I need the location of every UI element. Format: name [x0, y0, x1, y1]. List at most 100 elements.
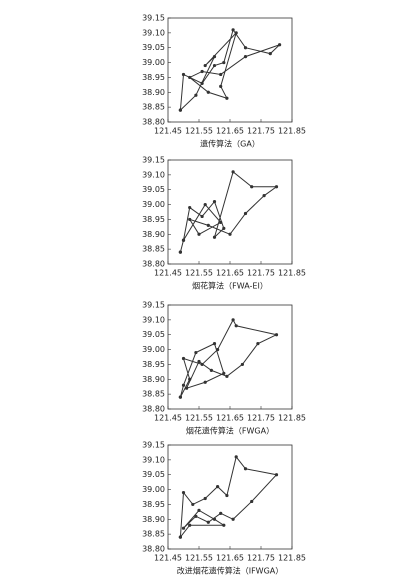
route-point	[200, 362, 204, 367]
y-tick-label: 38.80	[142, 545, 165, 554]
y-tick-label: 39.15	[142, 441, 165, 450]
y-tick-label: 38.80	[142, 405, 165, 414]
route-point	[188, 75, 192, 80]
y-tick-label: 38.95	[142, 360, 165, 369]
y-tick-label: 39.05	[142, 43, 165, 52]
route-point	[243, 211, 248, 216]
route-point	[212, 517, 217, 521]
y-tick-label: 39.15	[142, 14, 165, 23]
x-tick-label: 121.75	[247, 554, 275, 563]
route-point	[197, 359, 201, 364]
route-line	[179, 455, 278, 538]
route-point	[228, 232, 232, 236]
route-line	[179, 28, 280, 111]
route-point	[188, 217, 192, 222]
y-tick-label: 38.95	[142, 73, 165, 82]
route-point	[178, 108, 182, 112]
route-point	[181, 72, 186, 77]
route-point	[225, 96, 229, 100]
route-point	[216, 347, 220, 352]
y-tick-label: 38.90	[142, 515, 165, 524]
x-axis-label: 改进烟花遗传算法（IFWGA）	[177, 566, 284, 576]
y-tick-label: 39.05	[142, 330, 165, 339]
y-tick-label: 39.00	[142, 485, 165, 494]
route-point	[240, 362, 244, 367]
route-point	[274, 333, 279, 337]
route-point	[212, 342, 217, 346]
x-tick-label: 121.65	[216, 127, 244, 136]
route-point	[234, 455, 238, 459]
x-tick-label: 121.85	[278, 127, 306, 136]
plot-frame	[167, 159, 293, 265]
y-tick-label: 38.85	[142, 530, 165, 539]
y-tick-label: 38.90	[142, 88, 165, 97]
x-tick-label: 121.55	[185, 414, 213, 423]
y-tick-label: 39.05	[142, 470, 165, 479]
y-tick-label: 39.00	[142, 200, 165, 209]
route-point	[194, 350, 198, 355]
route-point	[212, 63, 217, 68]
route-point	[212, 55, 217, 59]
route-point	[181, 238, 186, 242]
route-point	[206, 90, 210, 94]
route-point	[225, 374, 229, 378]
y-tick-label: 38.95	[142, 500, 165, 509]
route-point	[200, 81, 204, 85]
route-point	[250, 499, 254, 504]
y-tick-label: 39.10	[142, 315, 165, 324]
x-tick-label: 121.45	[154, 414, 182, 423]
route-line	[179, 171, 279, 253]
route-point	[200, 214, 204, 219]
x-tick-label: 121.85	[278, 269, 306, 278]
plot-frame	[167, 304, 293, 410]
route-point	[219, 84, 223, 88]
x-axis-label: 遗传算法（GA）	[200, 139, 260, 149]
route-point	[185, 386, 189, 390]
route-point	[250, 185, 254, 189]
route-point	[181, 356, 186, 361]
route-point	[191, 502, 195, 507]
route-point	[203, 202, 207, 207]
x-tick-label: 121.75	[247, 414, 275, 423]
x-tick-label: 121.45	[154, 554, 182, 563]
route-point	[262, 194, 266, 198]
x-tick-label: 121.65	[216, 269, 244, 278]
y-tick-label: 39.10	[142, 170, 165, 179]
y-tick-label: 39.10	[142, 455, 165, 464]
x-axis-label: 烟花遗传算法（FWGA）	[186, 426, 274, 436]
route-point	[216, 485, 220, 489]
route-point	[222, 60, 226, 65]
x-tick-label: 121.85	[278, 554, 306, 563]
route-point	[222, 371, 226, 375]
route-point	[219, 511, 223, 515]
route-point	[243, 467, 248, 471]
y-tick-label: 38.90	[142, 230, 165, 239]
y-tick-label: 38.80	[142, 118, 165, 127]
y-tick-label: 38.95	[142, 215, 165, 224]
route-point	[212, 235, 217, 239]
x-tick-label: 121.55	[185, 269, 213, 278]
route-point	[231, 28, 235, 32]
route-point	[219, 220, 223, 224]
route-point	[178, 535, 182, 539]
route-point	[203, 380, 207, 384]
y-tick-label: 39.15	[142, 156, 165, 165]
x-tick-label: 121.55	[185, 127, 213, 136]
route-point	[178, 395, 182, 399]
route-point	[181, 490, 186, 495]
route-point	[234, 31, 238, 35]
x-tick-label: 121.55	[185, 554, 213, 563]
route-point	[200, 69, 204, 74]
route-point	[194, 514, 198, 518]
route-point	[231, 170, 235, 174]
route-point	[206, 520, 210, 524]
route-point	[222, 523, 226, 527]
route-point	[181, 526, 186, 530]
route-point	[268, 52, 272, 56]
route-point	[243, 46, 248, 50]
route-point	[188, 523, 192, 527]
route-point	[225, 493, 229, 498]
x-tick-label: 121.75	[247, 269, 275, 278]
route-point	[209, 368, 213, 372]
y-tick-label: 38.85	[142, 245, 165, 254]
